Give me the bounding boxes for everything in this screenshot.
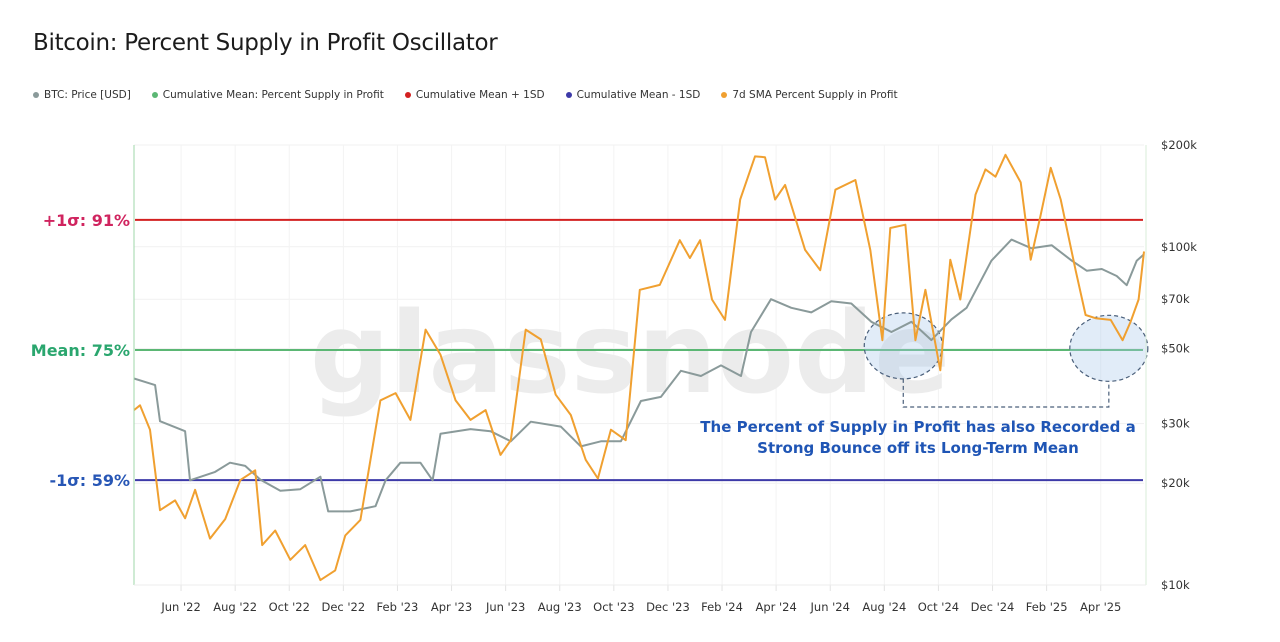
chart-title: Bitcoin: Percent Supply in Profit Oscill… (33, 30, 498, 56)
sma-percent-supply-line (133, 153, 1145, 582)
legend-label: 7d SMA Percent Supply in Profit (732, 89, 898, 101)
reference-line-label: +1σ: 91% (43, 211, 130, 230)
x-tick-label: Feb '23 (377, 600, 419, 614)
x-tick-label: Feb '25 (1026, 600, 1068, 614)
annotation-text: The Percent of Supply in Profit has also… (700, 418, 1135, 436)
x-tick-label: Dec '23 (646, 600, 690, 614)
legend: BTC: Price [USD] Cumulative Mean: Percen… (33, 89, 919, 101)
x-tick-label: Apr '23 (431, 600, 472, 614)
price-tick-label: $50k (1161, 342, 1190, 356)
price-tick-label: $30k (1161, 417, 1190, 431)
x-tick-label: Dec '24 (971, 600, 1015, 614)
legend-dot-icon (404, 92, 411, 98)
reference-line-label: -1σ: 59% (50, 471, 131, 490)
reference-line-label: Mean: 75% (31, 341, 130, 360)
annotation-bracket (902, 378, 1110, 408)
legend-item-mean-plus-1sd[interactable]: Cumulative Mean + 1SD (404, 89, 545, 101)
legend-dot-icon (721, 92, 728, 98)
x-tick-label: Aug '24 (862, 600, 906, 614)
legend-item-btc-price[interactable]: BTC: Price [USD] (33, 89, 131, 101)
legend-dot-icon (565, 92, 572, 98)
x-tick-label: Oct '24 (918, 600, 959, 614)
highlight-circle (1069, 314, 1149, 382)
x-tick-label: Oct '22 (269, 600, 310, 614)
axes: $200k $100k $70k $50k $30k $20k $10k Jun '22 Aug… (133, 138, 1197, 614)
btc-price-line (133, 238, 1145, 513)
legend-item-7d-sma[interactable]: 7d SMA Percent Supply in Profit (721, 89, 898, 101)
x-tick-label: Jun '22 (160, 600, 200, 614)
x-tick-label: Aug '23 (538, 600, 582, 614)
x-tick-label: Aug '22 (213, 600, 257, 614)
price-tick-label: $10k (1161, 578, 1190, 592)
x-tick-label: Dec '22 (321, 600, 365, 614)
price-tick-label: $200k (1161, 138, 1197, 152)
price-tick-label: $100k (1161, 240, 1197, 254)
x-tick-label: Oct '23 (593, 600, 634, 614)
legend-label: Cumulative Mean: Percent Supply in Profi… (162, 89, 384, 101)
annotation-text: Strong Bounce off its Long-Term Mean (757, 439, 1079, 457)
legend-item-cumulative-mean[interactable]: Cumulative Mean: Percent Supply in Profi… (151, 89, 384, 101)
x-tick-label: Apr '24 (755, 600, 796, 614)
legend-item-mean-minus-1sd[interactable]: Cumulative Mean - 1SD (565, 89, 701, 101)
x-tick-label: Apr '25 (1080, 600, 1121, 614)
legend-label: Cumulative Mean + 1SD (415, 89, 545, 101)
series-lines (133, 153, 1145, 582)
annotation: The Percent of Supply in Profit has also… (700, 378, 1136, 457)
price-tick-label: $20k (1161, 476, 1190, 490)
legend-dot-icon (33, 92, 39, 98)
x-tick-label: Jun '24 (810, 600, 850, 614)
legend-label: Cumulative Mean - 1SD (576, 89, 701, 101)
x-tick-label: Jun '23 (485, 600, 525, 614)
legend-label: BTC: Price [USD] (44, 89, 131, 101)
price-tick-label: $70k (1161, 292, 1190, 306)
legend-dot-icon (151, 92, 158, 98)
x-tick-label: Feb '24 (701, 600, 743, 614)
